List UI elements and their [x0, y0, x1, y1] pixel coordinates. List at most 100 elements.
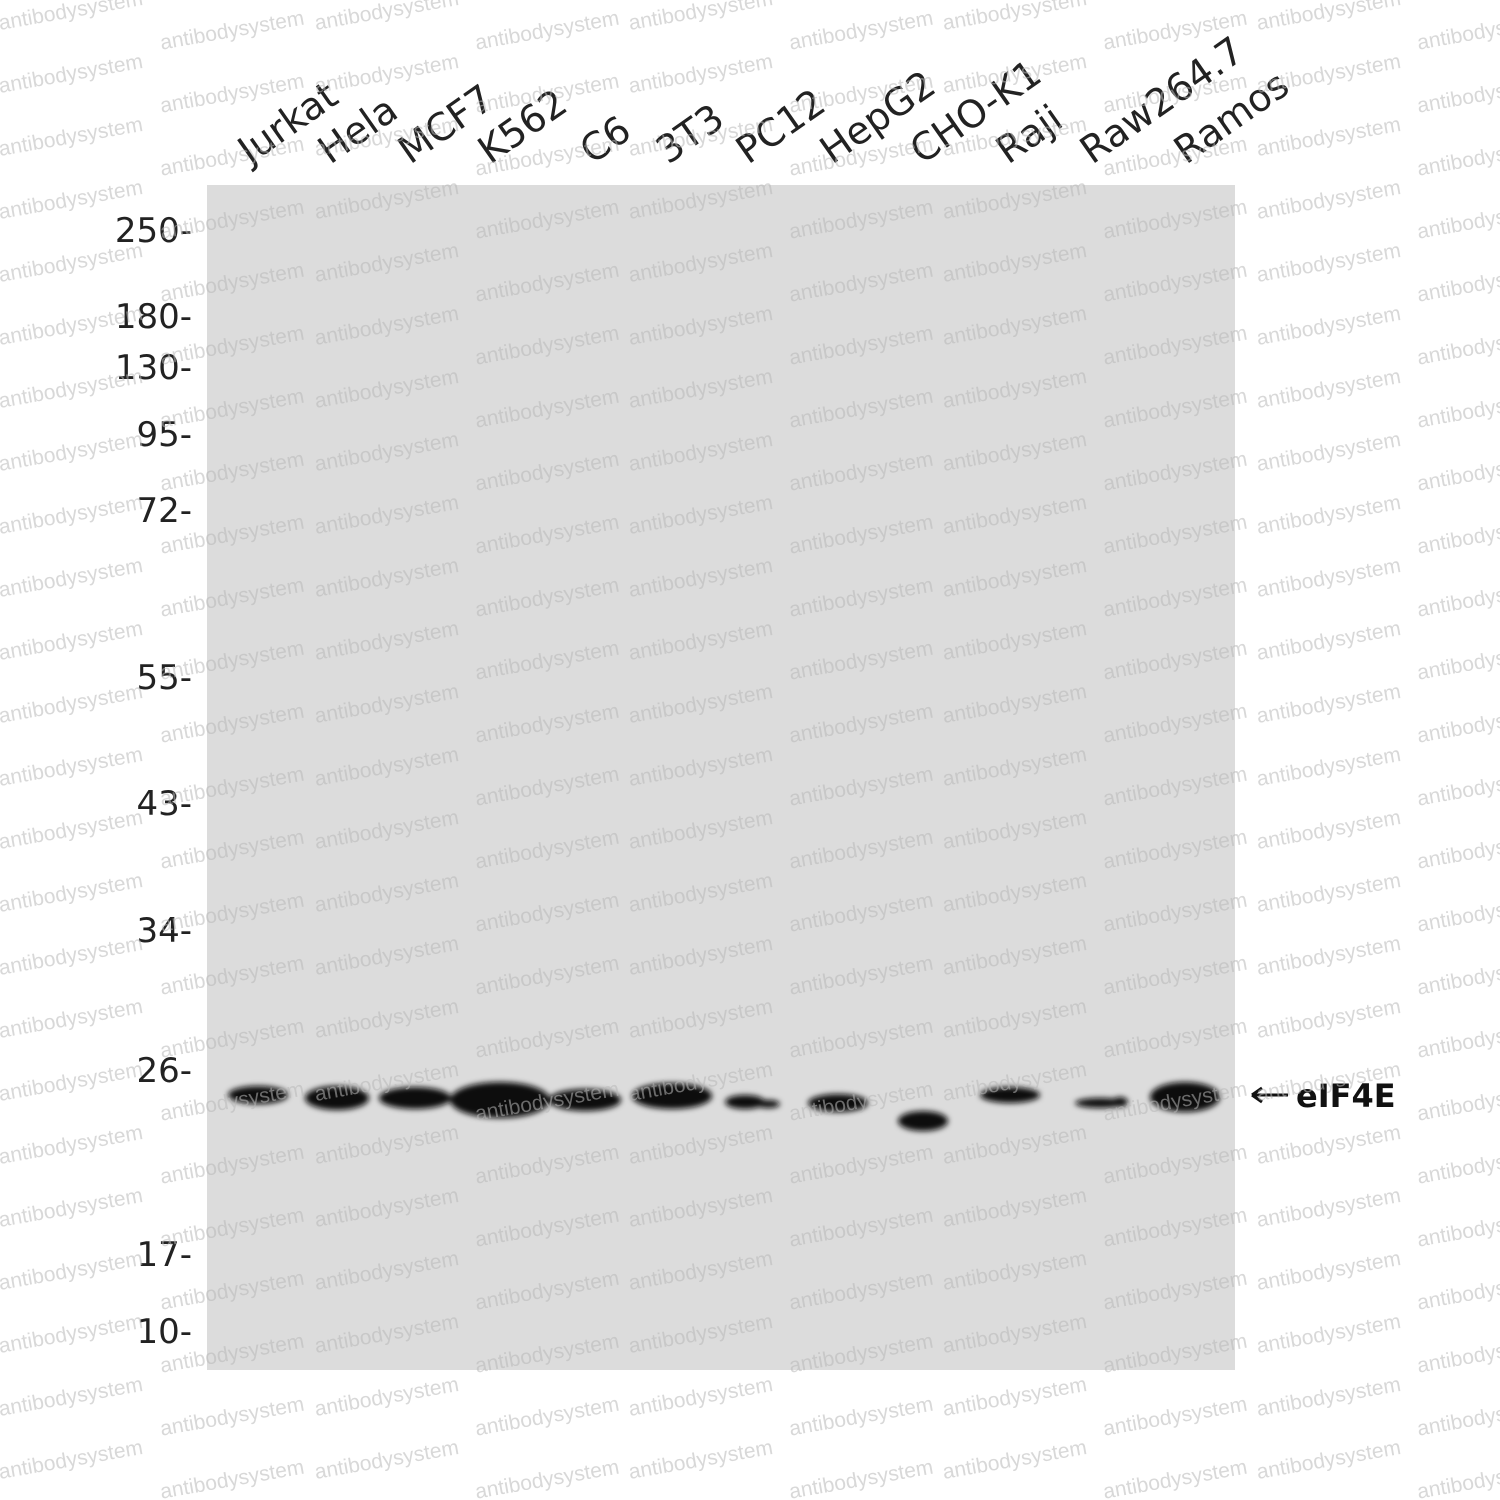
watermark: antibodysystem — [1255, 743, 1403, 791]
watermark: antibodysystem — [313, 1373, 461, 1421]
band — [305, 1086, 369, 1110]
watermark: antibodysystem — [627, 0, 775, 35]
marker-label: 43- — [136, 784, 192, 824]
watermark: antibodysystem — [1255, 365, 1403, 413]
band — [725, 1095, 765, 1109]
watermark: antibodysystem — [1415, 259, 1500, 307]
watermark: antibodysystem — [1255, 113, 1403, 161]
watermark: antibodysystem — [1101, 1456, 1249, 1500]
watermark: antibodysystem — [1415, 763, 1500, 811]
watermark: antibodysystem — [0, 554, 145, 602]
target-label: eIF4E — [1296, 1077, 1396, 1115]
watermark: antibodysystem — [1255, 806, 1403, 854]
watermark: antibodysystem — [1415, 1267, 1500, 1315]
bands — [228, 1082, 1220, 1131]
watermark: antibodysystem — [0, 0, 145, 35]
watermark: antibodysystem — [1415, 511, 1500, 559]
watermark: antibodysystem — [473, 7, 621, 55]
watermark: antibodysystem — [1415, 637, 1500, 685]
watermark: antibodysystem — [787, 7, 935, 55]
marker-label: 55- — [136, 658, 192, 698]
watermark: antibodysystem — [0, 302, 145, 350]
target-arrow-head — [1251, 1086, 1263, 1104]
band — [980, 1087, 1040, 1103]
watermark: antibodysystem — [0, 680, 145, 728]
watermark: antibodysystem — [0, 932, 145, 980]
watermark: antibodysystem — [0, 113, 145, 161]
watermark: antibodysystem — [1255, 491, 1403, 539]
watermark: antibodysystem — [1415, 448, 1500, 496]
band — [379, 1087, 451, 1109]
marker-label: 130- — [115, 348, 192, 388]
watermark: antibodysystem — [627, 1373, 775, 1421]
watermark: antibodysystem — [1415, 385, 1500, 433]
band — [808, 1094, 868, 1112]
marker-label: 17- — [136, 1235, 192, 1275]
watermark: antibodysystem — [1255, 1247, 1403, 1295]
watermark: antibodysystem — [158, 7, 306, 55]
watermark: antibodysystem — [1415, 1456, 1500, 1500]
watermark: antibodysystem — [1415, 574, 1500, 622]
watermark: antibodysystem — [1255, 1310, 1403, 1358]
watermark: antibodysystem — [1255, 302, 1403, 350]
watermark: antibodysystem — [0, 1436, 145, 1484]
watermark: antibodysystem — [1415, 700, 1500, 748]
watermark: antibodysystem — [627, 1436, 775, 1484]
watermark: antibodysystem — [1255, 239, 1403, 287]
band — [549, 1089, 621, 1111]
watermark: antibodysystem — [1415, 1141, 1500, 1189]
marker-label: 95- — [136, 415, 192, 455]
watermark: antibodysystem — [473, 1456, 621, 1500]
watermark: antibodysystem — [787, 1393, 935, 1441]
watermark: antibodysystem — [1255, 50, 1403, 98]
blot-membrane — [207, 185, 1235, 1370]
watermark: antibodysystem — [1255, 932, 1403, 980]
watermark: antibodysystem — [0, 1247, 145, 1295]
watermark: antibodysystem — [1255, 617, 1403, 665]
watermark: antibodysystem — [0, 50, 145, 98]
watermark: antibodysystem — [1255, 176, 1403, 224]
marker-label: 72- — [136, 491, 192, 531]
marker-label: 10- — [136, 1312, 192, 1352]
watermark: antibodysystem — [158, 1393, 306, 1441]
watermark: antibodysystem — [0, 1373, 145, 1421]
watermark: antibodysystem — [627, 50, 775, 98]
band — [756, 1100, 780, 1108]
watermark: antibodysystem — [1415, 1015, 1500, 1063]
watermark: antibodysystem — [0, 1184, 145, 1232]
watermark: antibodysystem — [1255, 1184, 1403, 1232]
watermark: antibodysystem — [1255, 554, 1403, 602]
watermark: antibodysystem — [1415, 1393, 1500, 1441]
watermark: antibodysystem — [787, 1456, 935, 1500]
watermark: antibodysystem — [313, 50, 461, 98]
watermark: antibodysystem — [1415, 196, 1500, 244]
watermark: antibodysystem — [158, 1456, 306, 1500]
marker-label: 180- — [115, 297, 192, 337]
watermark: antibodysystem — [1255, 995, 1403, 1043]
watermark: antibodysystem — [1415, 133, 1500, 181]
watermark: antibodysystem — [1255, 1121, 1403, 1169]
watermark: antibodysystem — [0, 743, 145, 791]
watermark: antibodysystem — [1255, 869, 1403, 917]
marker-label: 26- — [136, 1051, 192, 1091]
band — [632, 1083, 712, 1109]
band — [228, 1086, 288, 1104]
watermark: antibodysystem — [0, 239, 145, 287]
watermark: antibodysystem — [1415, 826, 1500, 874]
watermark: antibodysystem — [0, 1121, 145, 1169]
watermark: antibodysystem — [0, 365, 145, 413]
watermark: antibodysystem — [941, 0, 1089, 35]
watermark: antibodysystem — [1415, 1078, 1500, 1126]
watermark: antibodysystem — [1415, 889, 1500, 937]
watermark: antibodysystem — [0, 806, 145, 854]
band — [898, 1111, 948, 1131]
watermark: antibodysystem — [1255, 428, 1403, 476]
band — [1150, 1082, 1220, 1112]
watermark: antibodysystem — [941, 1373, 1089, 1421]
watermark: antibodysystem — [0, 617, 145, 665]
marker-label: 34- — [136, 911, 192, 951]
watermark: antibodysystem — [313, 0, 461, 35]
watermark: antibodysystem — [0, 1310, 145, 1358]
watermark: antibodysystem — [941, 1436, 1089, 1484]
watermark: antibodysystem — [1415, 952, 1500, 1000]
